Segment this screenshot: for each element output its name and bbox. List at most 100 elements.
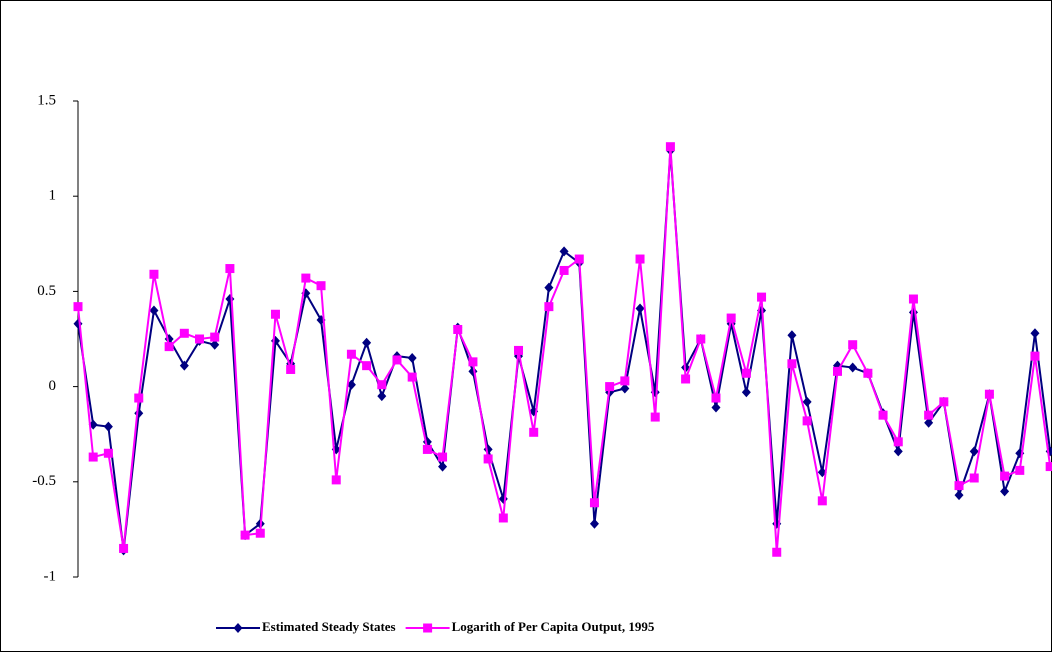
point — [103, 421, 113, 432]
point — [149, 305, 159, 316]
point — [1015, 465, 1025, 475]
point — [1000, 471, 1010, 481]
point — [240, 530, 250, 540]
legend-text: Estimated Steady States — [262, 619, 396, 634]
point — [195, 334, 205, 344]
point — [605, 382, 615, 392]
point — [984, 389, 994, 399]
point — [422, 444, 432, 454]
point — [969, 473, 979, 483]
point — [407, 372, 417, 382]
point — [270, 309, 280, 319]
legend-text: Logarith of Per Capita Output, 1995 — [452, 619, 655, 634]
point — [73, 302, 83, 312]
point — [635, 254, 645, 264]
point — [210, 339, 220, 350]
legend-marker — [233, 623, 243, 633]
point — [179, 328, 189, 338]
point — [134, 393, 144, 403]
point — [787, 330, 797, 341]
point — [468, 357, 478, 367]
point — [286, 364, 296, 374]
point — [346, 379, 356, 390]
point — [331, 475, 341, 485]
point — [407, 353, 417, 364]
point — [346, 349, 356, 359]
point — [924, 410, 934, 420]
point — [362, 361, 372, 371]
point — [88, 452, 98, 462]
point — [377, 391, 387, 402]
point — [711, 402, 721, 413]
point — [650, 412, 660, 422]
point — [225, 264, 235, 274]
point — [392, 355, 402, 365]
point — [559, 265, 569, 275]
point — [969, 446, 979, 457]
point — [255, 528, 265, 538]
point — [635, 303, 645, 314]
point — [665, 142, 675, 152]
point — [438, 461, 448, 472]
point — [620, 383, 630, 394]
point — [817, 496, 827, 506]
point — [893, 437, 903, 447]
point — [863, 368, 873, 378]
point — [681, 374, 691, 384]
legend-marker — [423, 623, 433, 633]
point — [711, 393, 721, 403]
point — [210, 332, 220, 342]
point — [574, 254, 584, 264]
point — [908, 294, 918, 304]
point — [514, 345, 524, 355]
point — [726, 313, 736, 323]
point — [119, 543, 129, 553]
point — [741, 368, 751, 378]
point — [1030, 351, 1040, 361]
point — [787, 359, 797, 369]
point — [377, 380, 387, 390]
point — [741, 387, 751, 398]
point — [589, 518, 599, 529]
point — [1030, 328, 1040, 339]
point — [802, 396, 812, 407]
point — [103, 448, 113, 458]
point — [954, 481, 964, 491]
point — [833, 366, 842, 376]
point — [1045, 462, 1052, 472]
y-tick-label: 1.5 — [37, 92, 56, 108]
y-tick-label: 0.5 — [37, 283, 56, 299]
point — [362, 337, 372, 348]
point — [559, 246, 569, 257]
y-tick-label: -1 — [44, 568, 57, 584]
y-tick-label: 1 — [49, 188, 57, 204]
point — [848, 362, 858, 373]
point — [483, 454, 493, 464]
point — [453, 324, 463, 334]
point — [620, 376, 630, 386]
point — [149, 269, 159, 279]
y-tick-label: 0 — [49, 378, 57, 394]
point — [924, 417, 934, 428]
point — [848, 340, 858, 350]
point — [438, 452, 448, 462]
point — [1000, 486, 1010, 497]
point — [757, 292, 767, 302]
point — [802, 416, 812, 426]
point — [893, 446, 903, 457]
point — [529, 427, 539, 437]
point — [316, 281, 326, 291]
point — [878, 410, 888, 420]
point — [939, 397, 949, 407]
point — [498, 513, 508, 523]
point — [544, 302, 554, 312]
point — [589, 498, 599, 508]
point — [696, 334, 706, 344]
point — [164, 342, 174, 352]
point — [544, 282, 554, 293]
point — [772, 547, 782, 557]
point — [301, 273, 311, 283]
y-tick-label: -0.5 — [32, 473, 56, 489]
